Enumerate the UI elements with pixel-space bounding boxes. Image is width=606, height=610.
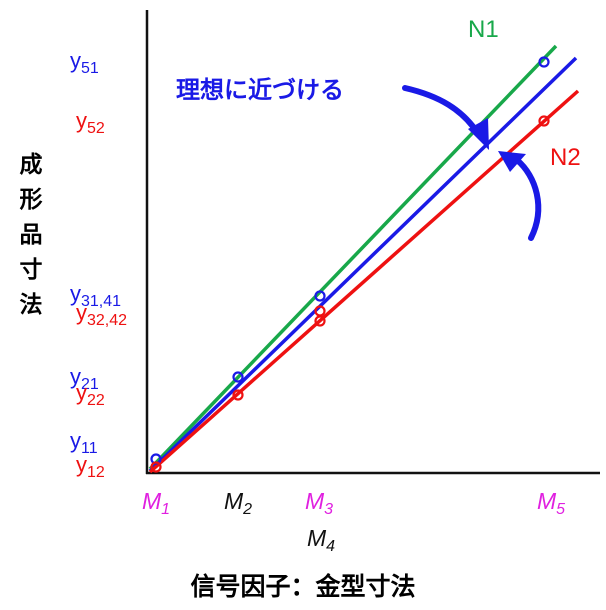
y-label-y22: y22 [76,380,105,409]
series-label-n1: N1 [468,16,499,43]
x-label-m5: M5 [537,488,566,518]
upper-arrow-head [468,118,489,150]
annotation-text: 理想に近づける [176,76,344,104]
y-label-y21: y21 [70,364,99,393]
y-axis-title-char: 法 [19,292,43,318]
n2-point-m1 [150,461,162,473]
x-label-m3: M3 [305,488,334,518]
y-axis-title-char: 成 [19,152,43,178]
n2-point-m3b [314,315,326,327]
series-label-n2: N2 [550,144,581,171]
y-axis-title-char: 寸 [19,257,43,283]
y-label-y3141: y31,41 [70,281,122,310]
lower-arrow-head [498,151,526,172]
y-axis-title: 成 形 品 寸 法 [18,148,44,323]
y-label-y12: y12 [76,452,105,481]
upper-arrow [402,85,480,135]
x-label-m4: M4 [307,525,336,555]
y-label-y11: y11 [70,428,98,457]
y-label-y51: y51 [70,48,99,77]
n1-point-m5 [538,56,550,68]
n2-line [148,89,580,474]
n2-point-m5 [538,115,550,127]
x-label-m2: M2 [224,488,253,518]
y-axis-title-char: 品 [19,222,43,248]
x-label-m1: M1 [142,488,171,518]
n1-point-m3 [314,290,326,302]
y-label-y3242: y32,42 [76,300,128,329]
n1-point-m2 [232,371,244,383]
x-axis-title: 信号因子：金型寸法 [190,572,416,601]
n1-line [148,44,558,471]
y-label-y52: y52 [76,108,105,137]
lower-arrow [514,157,542,241]
y-axis-title-char: 形 [19,187,43,213]
ideal-line [148,56,578,473]
n2-point-m2 [232,389,244,401]
